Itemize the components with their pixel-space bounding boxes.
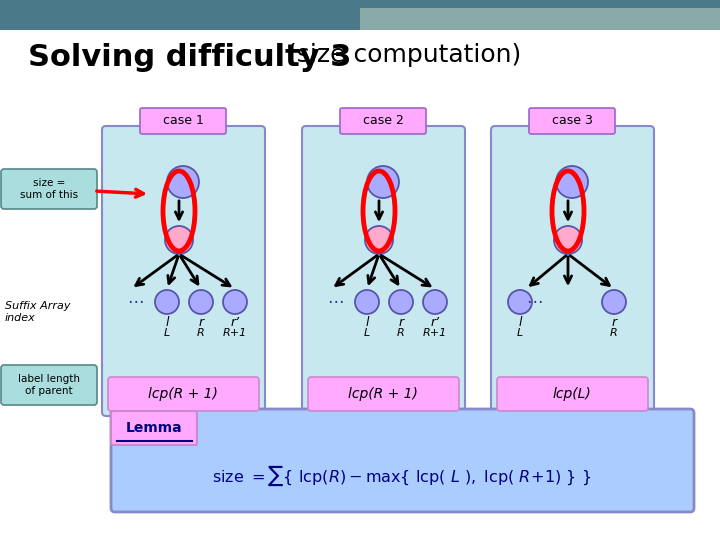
FancyBboxPatch shape bbox=[360, 8, 720, 30]
Circle shape bbox=[167, 166, 199, 198]
FancyBboxPatch shape bbox=[491, 126, 654, 416]
Text: case 2: case 2 bbox=[363, 114, 403, 127]
Text: Lemma: Lemma bbox=[126, 421, 182, 435]
Circle shape bbox=[389, 290, 413, 314]
Text: L: L bbox=[164, 328, 170, 338]
FancyBboxPatch shape bbox=[111, 409, 694, 512]
FancyBboxPatch shape bbox=[1, 169, 97, 209]
Text: case 3: case 3 bbox=[552, 114, 593, 127]
FancyBboxPatch shape bbox=[140, 108, 226, 134]
Circle shape bbox=[367, 166, 399, 198]
Text: Solving difficulty 3: Solving difficulty 3 bbox=[28, 43, 362, 72]
Text: ⋯: ⋯ bbox=[327, 293, 343, 311]
Text: lcp(R + 1): lcp(R + 1) bbox=[348, 387, 418, 401]
Text: r: r bbox=[611, 316, 616, 329]
Text: ⋯: ⋯ bbox=[127, 293, 143, 311]
Text: label length
of parent: label length of parent bbox=[18, 374, 80, 396]
Text: l: l bbox=[365, 316, 369, 329]
Text: case 1: case 1 bbox=[163, 114, 204, 127]
Circle shape bbox=[508, 290, 532, 314]
Text: L: L bbox=[517, 328, 523, 338]
FancyBboxPatch shape bbox=[340, 108, 426, 134]
FancyBboxPatch shape bbox=[0, 0, 720, 30]
Text: lcp(R + 1): lcp(R + 1) bbox=[148, 387, 218, 401]
Text: (size computation): (size computation) bbox=[287, 43, 521, 67]
FancyBboxPatch shape bbox=[111, 411, 197, 445]
Text: R+1: R+1 bbox=[223, 328, 247, 338]
Text: lcp(L): lcp(L) bbox=[553, 387, 591, 401]
Text: L: L bbox=[364, 328, 370, 338]
Circle shape bbox=[355, 290, 379, 314]
Text: R: R bbox=[610, 328, 618, 338]
Circle shape bbox=[554, 226, 582, 254]
Circle shape bbox=[223, 290, 247, 314]
FancyBboxPatch shape bbox=[529, 108, 615, 134]
Text: ⋯: ⋯ bbox=[526, 293, 542, 311]
Circle shape bbox=[365, 226, 393, 254]
Text: R: R bbox=[397, 328, 405, 338]
Circle shape bbox=[556, 166, 588, 198]
FancyBboxPatch shape bbox=[302, 126, 465, 416]
Text: size $= \sum\{\ \mathrm{lcp}(R) - \mathrm{max}\{\ \mathrm{lcp}(\ L\ ),\ \mathrm{: size $= \sum\{\ \mathrm{lcp}(R) - \mathr… bbox=[212, 464, 592, 488]
FancyBboxPatch shape bbox=[1, 365, 97, 405]
Text: l: l bbox=[518, 316, 522, 329]
Text: l: l bbox=[166, 316, 168, 329]
Text: r: r bbox=[199, 316, 204, 329]
Circle shape bbox=[189, 290, 213, 314]
Text: r: r bbox=[398, 316, 404, 329]
Text: Suffix Array
index: Suffix Array index bbox=[5, 301, 71, 323]
FancyBboxPatch shape bbox=[108, 377, 259, 411]
Text: R: R bbox=[197, 328, 205, 338]
Circle shape bbox=[602, 290, 626, 314]
Text: r’: r’ bbox=[230, 316, 240, 329]
Circle shape bbox=[155, 290, 179, 314]
FancyBboxPatch shape bbox=[497, 377, 648, 411]
Text: R+1: R+1 bbox=[423, 328, 447, 338]
Circle shape bbox=[423, 290, 447, 314]
FancyBboxPatch shape bbox=[308, 377, 459, 411]
Circle shape bbox=[165, 226, 193, 254]
Text: size =
sum of this: size = sum of this bbox=[20, 178, 78, 200]
Text: r’: r’ bbox=[431, 316, 440, 329]
FancyBboxPatch shape bbox=[102, 126, 265, 416]
